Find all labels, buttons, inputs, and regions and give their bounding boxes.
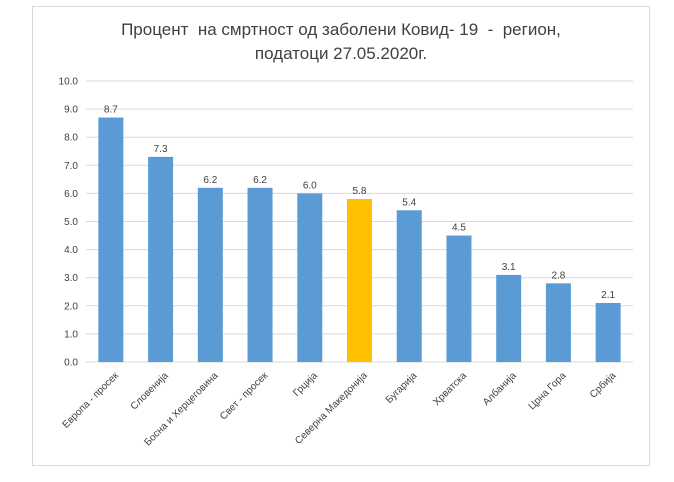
data-label: 7.3 <box>154 144 168 155</box>
category-label: Словенија <box>129 370 171 412</box>
category-label: Србија <box>587 369 618 400</box>
bar <box>297 193 323 362</box>
data-label: 6.2 <box>203 175 217 186</box>
y-tick-label: 8.0 <box>64 133 78 144</box>
bar <box>496 274 522 362</box>
y-tick-label: 9.0 <box>64 105 78 116</box>
data-label: 5.8 <box>353 186 367 197</box>
data-label: 4.5 <box>452 223 466 234</box>
chart-title-line-1: Процент на смртност од заболени Ковид- 1… <box>121 20 561 39</box>
data-label: 8.7 <box>104 105 118 116</box>
y-tick-label: 7.0 <box>64 161 78 172</box>
data-label: 6.0 <box>303 180 317 191</box>
chart-title: Процент на смртност од заболени Ковид- 1… <box>32 18 650 66</box>
category-label: Хрватска <box>431 370 469 408</box>
bar <box>396 210 422 362</box>
y-tick-label: 4.0 <box>64 245 78 256</box>
category-label: Црна Гора <box>527 370 569 412</box>
bar <box>197 187 223 362</box>
y-tick-label: 3.0 <box>64 273 78 284</box>
category-label: Бугарија <box>384 370 420 406</box>
category-label: Грција <box>291 370 320 399</box>
y-tick-label: 10.0 <box>59 77 79 88</box>
data-label: 6.2 <box>253 175 267 186</box>
bar <box>446 235 472 362</box>
bar <box>98 117 124 362</box>
category-label: Европа - просек <box>61 370 122 431</box>
data-label: 5.4 <box>402 197 416 208</box>
bar <box>347 199 372 362</box>
y-tick-label: 5.0 <box>64 217 78 228</box>
data-label: 2.1 <box>601 290 615 301</box>
y-tick-label: 2.0 <box>64 301 78 312</box>
y-tick-label: 6.0 <box>64 189 78 200</box>
data-label: 2.8 <box>551 270 565 281</box>
category-label: Албанија <box>480 369 519 408</box>
y-tick-label: 0.0 <box>64 358 78 369</box>
bar <box>247 187 273 362</box>
chart-title-line-2: податоци 27.05.2020г. <box>254 44 428 63</box>
chart-frame <box>32 6 650 466</box>
bar <box>148 156 174 362</box>
category-label: Свет - просек <box>218 370 270 422</box>
bar <box>595 302 621 362</box>
data-label: 3.1 <box>502 262 516 273</box>
bar <box>545 283 571 362</box>
y-tick-label: 1.0 <box>64 329 78 340</box>
